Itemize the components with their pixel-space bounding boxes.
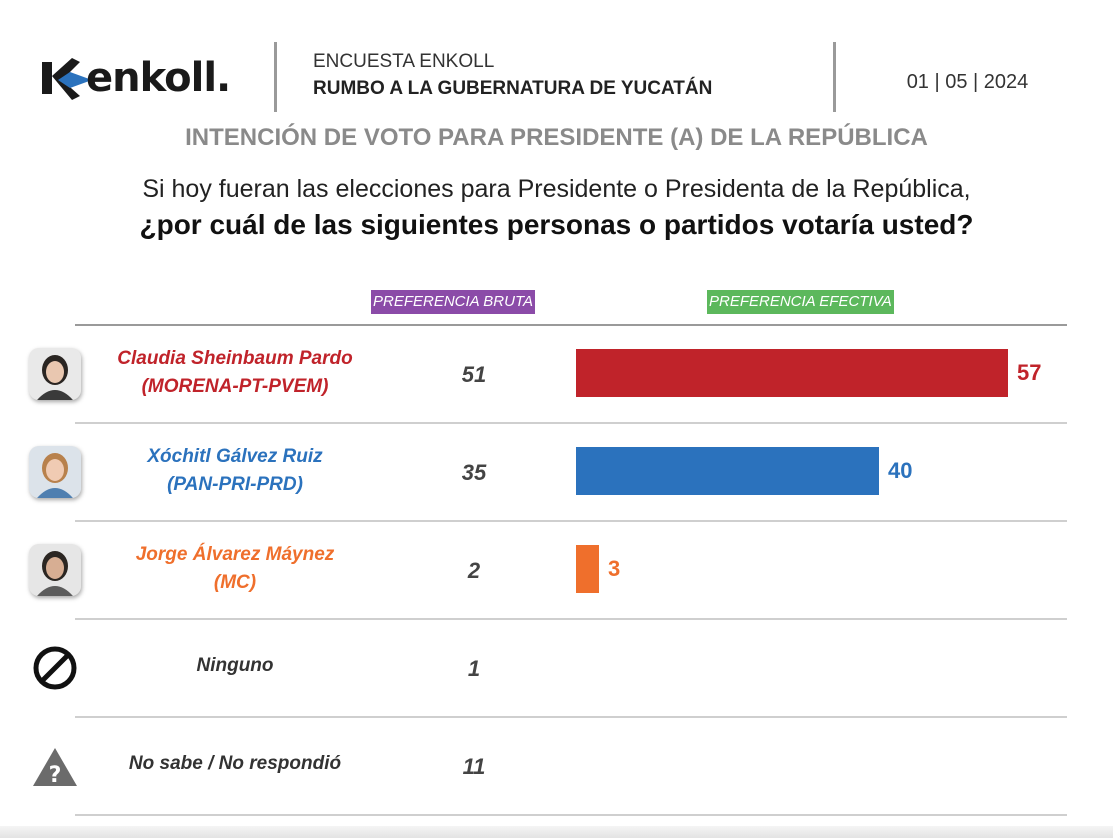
candidate-party-label: (MORENA-PT-PVEM) (141, 376, 329, 397)
table-row: Xóchitl Gálvez Ruiz (PAN-PRI-PRD) 35 40 (0, 422, 1113, 520)
enkoll-logo-mark-icon (42, 58, 92, 100)
survey-title: ENCUESTA ENKOLL (313, 51, 495, 72)
row-divider (75, 716, 1067, 718)
candidate-photo-icon (29, 348, 81, 400)
table-row: Jorge Álvarez Máynez (MC) 2 3 (0, 520, 1113, 618)
row-divider (75, 422, 1067, 424)
table-top-rule (75, 324, 1067, 326)
header-divider-left (274, 42, 277, 112)
candidate-name: No sabe / No respondió (95, 750, 375, 778)
prohibited-icon (29, 642, 81, 694)
question-triangle-icon: ? (29, 740, 81, 792)
header-divider-right (833, 42, 836, 112)
row-divider (75, 520, 1067, 522)
question-line-2: ¿por cuál de las siguientes personas o p… (139, 209, 974, 240)
efectiva-value-label: 57 (1017, 360, 1042, 385)
candidate-name-label: Xóchitl Gálvez Ruiz (147, 446, 323, 467)
section-title: INTENCIÓN DE VOTO PARA PRESIDENTE (A) DE… (185, 124, 928, 151)
candidate-name-label: Jorge Álvarez Máynez (135, 544, 335, 565)
efectiva-bar (576, 545, 599, 593)
efectiva-value-label: 3 (608, 556, 621, 581)
enkoll-logo: enkoll. (40, 52, 231, 104)
efectiva-bar (576, 447, 879, 495)
survey-date: 01 | 05 | 2024 (906, 71, 1029, 93)
candidate-name: Xóchitl Gálvez Ruiz (PAN-PRI-PRD) (95, 443, 375, 499)
efectiva-bar (576, 349, 1008, 397)
bruta-value: 35 (461, 460, 487, 485)
candidate-name-label: Ninguno (196, 655, 274, 676)
column-label-efectiva: PREFERENCIA EFECTIVA (707, 290, 894, 314)
question-line-1: Si hoy fueran las elecciones para Presid… (142, 175, 971, 203)
table-row: ? No sabe / No respondió 11 (0, 716, 1113, 814)
header: enkoll. ENCUESTA ENKOLL RUMBO A LA GUBER… (0, 0, 1113, 120)
row-divider (75, 618, 1067, 620)
svg-text:?: ? (49, 763, 62, 788)
bruta-value: 2 (467, 558, 481, 583)
candidate-name: Claudia Sheinbaum Pardo (MORENA-PT-PVEM) (95, 345, 375, 401)
row-divider (75, 814, 1067, 816)
candidate-photo-icon (29, 544, 81, 596)
survey-subtitle: RUMBO A LA GUBERNATURA DE YUCATÁN (313, 78, 713, 99)
candidate-name: Jorge Álvarez Máynez (MC) (95, 541, 375, 597)
efectiva-value-label: 40 (888, 458, 913, 483)
candidate-party-label: (MC) (213, 572, 257, 593)
bruta-value: 1 (467, 656, 481, 681)
candidate-party-label: (PAN-PRI-PRD) (167, 474, 303, 495)
table-row: Claudia Sheinbaum Pardo (MORENA-PT-PVEM) 5… (0, 324, 1113, 422)
brand-name: enkoll. (86, 55, 231, 101)
candidate-name: Ninguno (95, 652, 375, 680)
page-bottom-edge (0, 826, 1113, 838)
table-row: Ninguno 1 (0, 618, 1113, 716)
candidate-name-label: No sabe / No respondió (128, 753, 342, 774)
bruta-value: 11 (462, 754, 486, 779)
bruta-value: 51 (461, 362, 487, 387)
candidate-name-label: Claudia Sheinbaum Pardo (117, 348, 353, 369)
candidate-photo-icon (29, 446, 81, 498)
column-label-bruta: PREFERENCIA BRUTA (371, 290, 536, 314)
